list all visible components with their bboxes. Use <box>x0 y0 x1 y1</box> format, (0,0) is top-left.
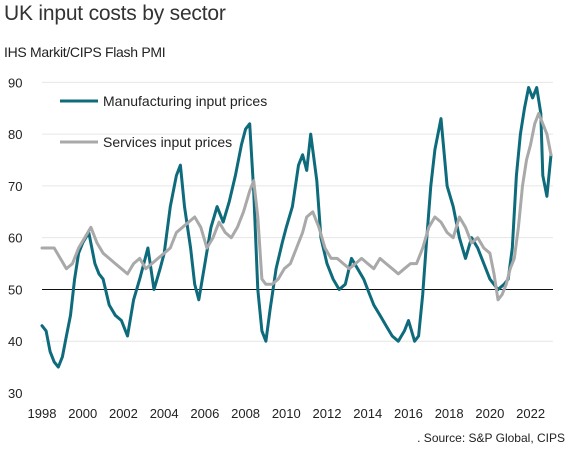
series-line-services <box>40 111 553 302</box>
legend-label: Manufacturing input prices <box>103 93 267 109</box>
legend-item-manufacturing: Manufacturing input prices <box>60 93 267 109</box>
legend-label: Services input prices <box>103 134 232 150</box>
x-axis-tick-labels: 1998 2000 2002 2004 2006 2008 2010 2012 2014 2016… <box>28 406 546 421</box>
source-note: . Source: S&P Global, CIPS <box>417 431 565 445</box>
x-tick-label: 1998 <box>28 406 57 421</box>
x-tick-label: 2012 <box>313 406 342 421</box>
y-tick-label: 60 <box>8 231 22 246</box>
x-tick-label: 2020 <box>475 406 504 421</box>
x-tick-label: 2018 <box>435 406 464 421</box>
x-tick-label: 2006 <box>190 406 219 421</box>
y-tick-label: 90 <box>8 75 22 90</box>
series-lines <box>40 86 553 369</box>
y-tick-label: 70 <box>8 179 22 194</box>
x-tick-label: 2004 <box>150 406 179 421</box>
x-tick-label: 2000 <box>68 406 97 421</box>
gridlines <box>42 81 553 342</box>
y-axis-tick-labels: 30 40 50 60 70 80 90 <box>8 75 22 401</box>
x-tick-label: 2008 <box>231 406 260 421</box>
x-tick-label: 2016 <box>394 406 423 421</box>
legend-item-services: Services input prices <box>60 134 232 150</box>
x-tick-label: 2022 <box>516 406 545 421</box>
y-tick-label: 30 <box>8 386 22 401</box>
y-tick-label: 80 <box>8 127 22 142</box>
chart-subtitle: IHS Markit/CIPS Flash PMI <box>4 44 166 60</box>
legend: Manufacturing input prices Services input… <box>60 93 267 150</box>
chart-title: UK input costs by sector <box>4 2 226 25</box>
x-tick-label: 2002 <box>109 406 138 421</box>
x-tick-label: 2010 <box>272 406 301 421</box>
y-tick-label: 40 <box>8 334 22 349</box>
series-line-manufacturing <box>40 86 553 369</box>
y-tick-label: 50 <box>8 282 22 297</box>
x-tick-label: 2014 <box>353 406 382 421</box>
